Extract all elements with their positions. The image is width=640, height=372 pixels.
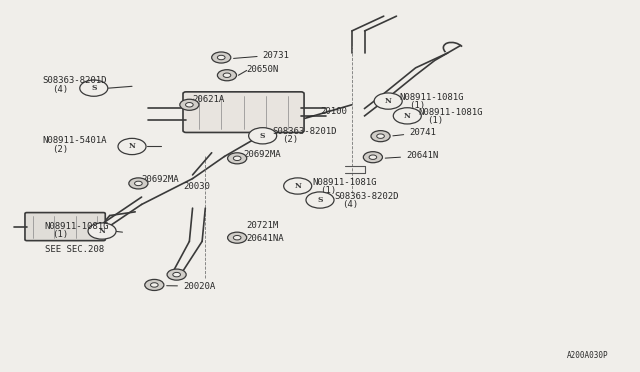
- Circle shape: [228, 153, 246, 164]
- Text: (1): (1): [52, 230, 68, 239]
- Circle shape: [118, 138, 146, 155]
- Text: S: S: [317, 196, 323, 204]
- Text: N08911-1081G: N08911-1081G: [45, 222, 109, 231]
- Text: N: N: [294, 182, 301, 190]
- Text: S08363-8201D: S08363-8201D: [272, 127, 337, 136]
- Text: N: N: [404, 112, 411, 120]
- Circle shape: [223, 73, 231, 77]
- Text: (1): (1): [427, 116, 443, 125]
- Circle shape: [306, 192, 334, 208]
- Circle shape: [377, 134, 385, 138]
- Circle shape: [173, 272, 180, 277]
- Circle shape: [394, 108, 421, 124]
- Text: N08911-1081G: N08911-1081G: [419, 108, 483, 118]
- Circle shape: [186, 103, 193, 107]
- Circle shape: [248, 128, 276, 144]
- Text: S08363-8202D: S08363-8202D: [334, 192, 399, 201]
- Circle shape: [374, 93, 402, 109]
- Circle shape: [145, 279, 164, 291]
- Text: 20030: 20030: [183, 182, 210, 191]
- Text: 20650N: 20650N: [246, 65, 279, 74]
- Circle shape: [150, 283, 158, 287]
- Text: S: S: [260, 132, 266, 140]
- Circle shape: [234, 235, 241, 240]
- Circle shape: [180, 99, 199, 110]
- Text: N08911-1081G: N08911-1081G: [399, 93, 464, 102]
- Text: 20692MA: 20692MA: [141, 175, 179, 184]
- Text: N: N: [129, 142, 136, 151]
- Text: 20641NA: 20641NA: [246, 234, 284, 243]
- Text: 20020A: 20020A: [166, 282, 215, 291]
- Circle shape: [228, 232, 246, 243]
- Text: (4): (4): [342, 200, 358, 209]
- Circle shape: [88, 223, 116, 239]
- Text: 20692MA: 20692MA: [244, 150, 281, 159]
- Text: (1): (1): [409, 101, 426, 110]
- Text: 20641N: 20641N: [385, 151, 438, 160]
- Text: 20741: 20741: [393, 128, 436, 137]
- Circle shape: [369, 155, 377, 160]
- Text: N08911-1081G: N08911-1081G: [312, 178, 377, 187]
- Circle shape: [218, 55, 225, 60]
- Circle shape: [371, 131, 390, 142]
- Text: (2): (2): [282, 135, 298, 144]
- FancyBboxPatch shape: [25, 212, 105, 241]
- Text: 20100: 20100: [307, 107, 347, 117]
- Text: (2): (2): [52, 145, 68, 154]
- Text: S: S: [91, 84, 97, 92]
- Circle shape: [284, 178, 312, 194]
- Circle shape: [134, 181, 142, 186]
- Circle shape: [129, 178, 148, 189]
- Circle shape: [364, 152, 383, 163]
- Text: S08363-8201D: S08363-8201D: [43, 76, 108, 85]
- Circle shape: [218, 70, 237, 81]
- FancyBboxPatch shape: [183, 92, 304, 132]
- Circle shape: [80, 80, 108, 96]
- Circle shape: [234, 156, 241, 161]
- Text: 20721M: 20721M: [246, 221, 279, 230]
- Text: N08911-5401A: N08911-5401A: [43, 137, 108, 145]
- Text: (1): (1): [320, 186, 336, 195]
- Text: (4): (4): [52, 85, 68, 94]
- Text: N: N: [99, 227, 106, 235]
- Text: 20621A: 20621A: [193, 95, 225, 104]
- Text: 20731: 20731: [234, 51, 289, 60]
- Text: N: N: [385, 97, 392, 105]
- Circle shape: [167, 269, 186, 280]
- Text: A200A030P: A200A030P: [567, 351, 609, 360]
- Circle shape: [212, 52, 231, 63]
- Text: SEE SEC.208: SEE SEC.208: [45, 245, 104, 254]
